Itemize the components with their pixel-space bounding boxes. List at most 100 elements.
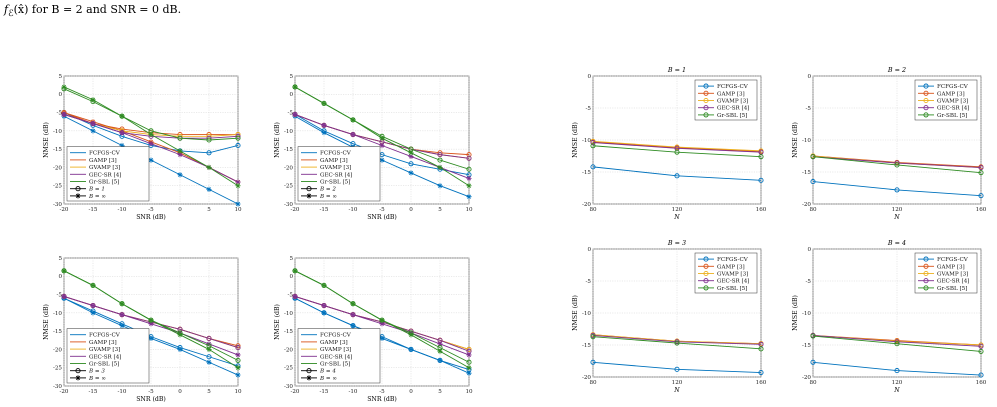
- chart-panel-7: 80 120 160 0 -5 -10 -15 -20 N NMSE (dB) B = 3 FCFGS…: [563, 235, 783, 399]
- x-tick-label: 120: [892, 380, 903, 386]
- y-tick-label: -25: [284, 366, 293, 372]
- y-tick-label: -10: [802, 138, 811, 144]
- data-point: [90, 128, 96, 134]
- y-tick-label: -20: [284, 165, 293, 171]
- legend-label: GEC-SR [4]: [937, 106, 969, 112]
- x-tick-label: 10: [234, 389, 242, 395]
- legend-marker: [75, 186, 81, 192]
- data-point: [590, 334, 596, 340]
- data-point: [321, 122, 327, 128]
- legend-label: B = ∞: [319, 376, 337, 382]
- legend-label: GEC-SR [4]: [320, 172, 352, 178]
- y-tick-label: 0: [289, 92, 293, 98]
- data-point: [350, 301, 356, 307]
- chart-panel-8: 80 120 160 0 -5 -10 -15 -20 N NMSE (dB) B = 4 FCFGS…: [783, 235, 993, 399]
- data-point: [894, 162, 900, 168]
- legend-box: [297, 328, 381, 384]
- x-axis-label: SNR (dB): [136, 214, 166, 221]
- x-tick-label: -5: [379, 207, 385, 213]
- data-point: [148, 141, 154, 147]
- figure-caption: fℰ(x̂) for B = 2 and SNR = 0 dB.: [4, 3, 181, 19]
- x-tick-label: -15: [319, 207, 328, 213]
- x-tick-label: 0: [178, 389, 182, 395]
- data-point: [235, 183, 241, 189]
- data-point: [590, 164, 596, 170]
- legend-label: GEC-SR [4]: [717, 106, 749, 112]
- legend-label: GAMP [3]: [320, 158, 348, 164]
- data-point: [379, 157, 385, 163]
- data-point: [206, 359, 212, 365]
- data-point: [408, 346, 414, 353]
- y-axis-label: NMSE (dB): [43, 304, 50, 340]
- data-point: [61, 111, 67, 117]
- legend-marker: [923, 97, 929, 104]
- data-point: [379, 335, 385, 342]
- data-point: [90, 302, 96, 309]
- x-tick-label: 120: [892, 207, 903, 213]
- legend-marker: [306, 375, 312, 381]
- x-tick-label: 80: [809, 207, 817, 213]
- legend-marker: [923, 278, 929, 284]
- y-tick-label: -15: [53, 329, 62, 335]
- legend-marker: [703, 256, 709, 262]
- data-point: [590, 143, 596, 149]
- x-tick-label: 0: [409, 207, 413, 213]
- legend-label: FCFGS-CV: [717, 84, 749, 90]
- data-point: [466, 359, 472, 365]
- legend-marker: [703, 112, 709, 118]
- data-point: [292, 268, 298, 274]
- data-point: [379, 142, 385, 149]
- y-tick-label: -5: [288, 111, 294, 117]
- data-point: [978, 343, 984, 349]
- legend-label: GVAMP [3]: [89, 347, 120, 353]
- x-tick-label: 5: [207, 389, 211, 395]
- x-axis-label: N: [673, 214, 680, 221]
- series-fcfgs-cv: [590, 164, 764, 183]
- data-point: [206, 354, 212, 360]
- data-point: [292, 293, 298, 299]
- series-line: [592, 145, 762, 158]
- legend-label: Gr-SBL [5]: [320, 179, 350, 185]
- series-gr-sbl-5-: [810, 333, 984, 354]
- y-tick-label: -10: [582, 311, 591, 317]
- caption-arg: (x̂): [13, 3, 29, 16]
- x-tick-label: 80: [589, 380, 597, 386]
- data-point: [590, 140, 596, 146]
- x-tick-label: -5: [148, 389, 154, 395]
- data-point: [466, 166, 472, 172]
- series-gr-sbl-5--infinite: [292, 268, 472, 371]
- x-tick-label: 10: [465, 389, 473, 395]
- legend-label: GAMP [3]: [89, 340, 117, 346]
- data-point: [758, 369, 764, 376]
- legend-label: GVAMP [3]: [937, 98, 968, 104]
- data-point: [978, 170, 984, 176]
- x-tick-label: -10: [348, 207, 357, 213]
- data-point: [894, 187, 900, 193]
- y-tick-label: -15: [802, 343, 811, 349]
- y-tick-label: -30: [53, 202, 62, 208]
- y-tick-label: -25: [53, 184, 62, 190]
- legend-label: B = ∞: [88, 376, 106, 382]
- legend-marker: [923, 83, 929, 89]
- x-axis-label: SNR (dB): [136, 396, 166, 403]
- data-point: [978, 164, 984, 171]
- series-gr-sbl-5-: [590, 143, 764, 160]
- legend-marker: [306, 193, 312, 199]
- data-point: [894, 341, 900, 347]
- data-point: [437, 152, 443, 158]
- data-point: [235, 135, 241, 141]
- y-tick-label: -5: [806, 106, 812, 112]
- data-point: [177, 346, 183, 353]
- data-point: [235, 179, 241, 185]
- legend-marker: [923, 105, 929, 111]
- data-point: [466, 175, 472, 181]
- chart-4: -20 -15 -10 -5 0 5 10 5 0 -5 -10 -15 -20 -25 -30 SNR (d…: [274, 256, 473, 403]
- data-point: [148, 335, 154, 342]
- legend-marker: [703, 97, 709, 104]
- legend-label: B = 4: [319, 369, 336, 375]
- legend-label: GEC-SR [4]: [320, 354, 352, 360]
- data-point: [437, 348, 443, 354]
- data-point: [590, 359, 596, 365]
- y-tick-label: 0: [807, 247, 811, 253]
